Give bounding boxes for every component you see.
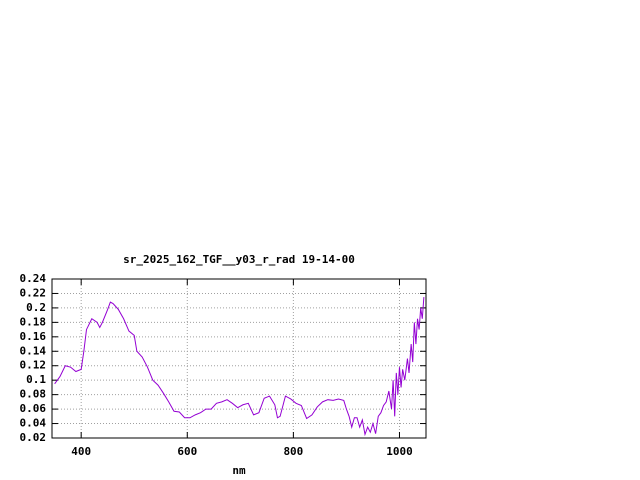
- x-tick-label: 1000: [386, 445, 413, 458]
- y-tick-label: 0.16: [20, 330, 47, 343]
- y-tick-label: 0.02: [20, 431, 47, 444]
- chart-title: sr_2025_162_TGF__y03_r_rad 19-14-00: [123, 253, 355, 266]
- x-axis-label: nm: [232, 464, 246, 477]
- y-tick-label: 0.08: [20, 388, 47, 401]
- y-tick-label: 0.14: [20, 344, 47, 357]
- y-tick-label: 0.24: [20, 272, 47, 285]
- y-tick-label: 0.22: [20, 286, 47, 299]
- y-tick-label: 0.04: [20, 417, 47, 430]
- x-tick-label: 400: [71, 445, 91, 458]
- plot-border: [51, 278, 427, 439]
- x-tick-label: 600: [177, 445, 197, 458]
- y-tick-label: 0.12: [20, 359, 47, 372]
- data-line: [54, 297, 425, 437]
- y-tick-label: 0.2: [26, 301, 46, 314]
- y-tick-label: 0.1: [26, 373, 46, 386]
- y-tick-label: 0.06: [20, 402, 47, 415]
- y-tick-label: 0.18: [20, 315, 47, 328]
- x-tick-label: 800: [283, 445, 303, 458]
